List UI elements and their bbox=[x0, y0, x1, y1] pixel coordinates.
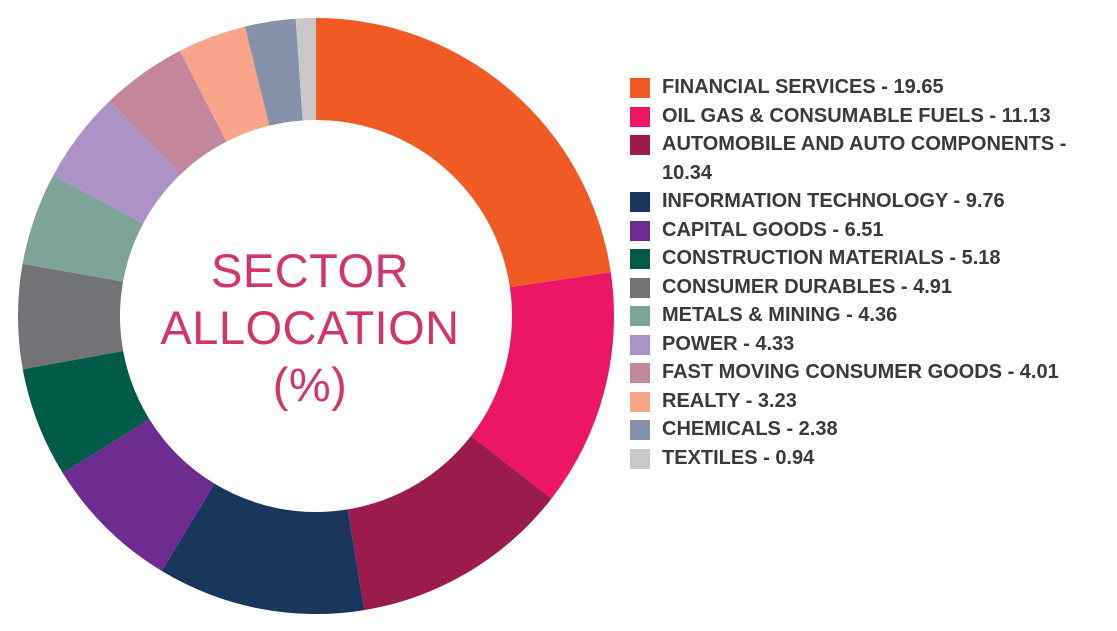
legend-label: TEXTILES - 0.94 bbox=[662, 446, 815, 469]
legend-item: CONSTRUCTION MATERIALS - 5.18 bbox=[630, 244, 1110, 273]
legend-label: CHEMICALS - 2.38 bbox=[662, 418, 838, 440]
donut-slice-12 bbox=[245, 18, 303, 126]
legend-swatch bbox=[630, 448, 650, 469]
donut-slice-3 bbox=[347, 436, 552, 611]
legend-swatch bbox=[630, 249, 650, 269]
legend-swatch bbox=[630, 363, 650, 383]
donut-slice-11 bbox=[179, 26, 270, 142]
legend-label: CONSUMER DURABLES - 4.91 bbox=[662, 275, 953, 298]
donut-slice-8 bbox=[22, 175, 144, 282]
legend-swatch bbox=[630, 106, 650, 127]
legend-label: FAST MOVING CONSUMER GOODS - 4.01 bbox=[662, 361, 1059, 383]
center-title-line-2: ALLOCATION bbox=[160, 301, 460, 354]
legend-label: CONSTRUCTION MATERIALS - 5.18 bbox=[662, 247, 1001, 269]
legend-swatch bbox=[630, 306, 650, 326]
donut-slice-2 bbox=[470, 272, 614, 499]
legend-label: REALTY - 3.23 bbox=[662, 389, 797, 412]
legend-item: FAST MOVING CONSUMER GOODS - 4.01 bbox=[630, 358, 1110, 387]
legend-swatch bbox=[630, 135, 650, 155]
legend-item: REALTY - 3.23 bbox=[630, 387, 1110, 416]
legend-item: CAPITAL GOODS - 6.51 bbox=[630, 216, 1110, 245]
legend-label: OIL GAS & CONSUMABLE FUELS - 11.13 bbox=[662, 104, 1051, 127]
legend-item: OIL GAS & CONSUMABLE FUELS - 11.13 bbox=[630, 102, 1110, 131]
donut-slice-7 bbox=[17, 263, 124, 370]
legend-swatch bbox=[630, 391, 650, 412]
donut-chart bbox=[17, 18, 614, 614]
legend-item: AUTOMOBILE AND AUTO COMPONENTS - 10.34 bbox=[630, 130, 1110, 187]
legend-swatch bbox=[630, 420, 650, 440]
donut-slice-1 bbox=[316, 18, 611, 288]
chart-center-title: SECTOR ALLOCATION (%) bbox=[140, 242, 480, 413]
legend-label: FINANCIAL SERVICES - 19.65 bbox=[662, 76, 944, 98]
legend-swatch bbox=[630, 334, 650, 355]
legend-item: TEXTILES - 0.94 bbox=[630, 444, 1110, 473]
legend-item: POWER - 4.33 bbox=[630, 330, 1110, 359]
legend-swatch bbox=[630, 192, 650, 212]
donut-slice-10 bbox=[109, 50, 227, 175]
donut-slice-13 bbox=[295, 18, 316, 121]
legend-swatch bbox=[630, 78, 650, 98]
legend-swatch bbox=[630, 220, 650, 241]
legend-item: CHEMICALS - 2.38 bbox=[630, 415, 1110, 444]
legend-swatch bbox=[630, 277, 650, 298]
donut-slice-5 bbox=[62, 419, 215, 571]
chart-legend: FINANCIAL SERVICES - 19.65 OIL GAS & CONS… bbox=[630, 73, 1110, 472]
legend-label: AUTOMOBILE AND AUTO COMPONENTS - 10.34 bbox=[662, 133, 1067, 184]
legend-item: CONSUMER DURABLES - 4.91 bbox=[630, 273, 1110, 302]
center-title-line-3: (%) bbox=[272, 358, 348, 411]
legend-label: POWER - 4.33 bbox=[662, 332, 795, 355]
legend-label: INFORMATION TECHNOLOGY - 9.76 bbox=[662, 190, 1005, 212]
legend-label: METALS & MINING - 4.36 bbox=[662, 304, 898, 326]
donut-slice-9 bbox=[53, 101, 181, 224]
donut-slice-6 bbox=[22, 350, 150, 473]
legend-item: FINANCIAL SERVICES - 19.65 bbox=[630, 73, 1110, 102]
center-title-line-1: SECTOR bbox=[211, 244, 409, 297]
legend-item: METALS & MINING - 4.36 bbox=[630, 301, 1110, 330]
donut-slice-4 bbox=[161, 483, 365, 614]
legend-item: INFORMATION TECHNOLOGY - 9.76 bbox=[630, 187, 1110, 216]
legend-label: CAPITAL GOODS - 6.51 bbox=[662, 218, 884, 241]
